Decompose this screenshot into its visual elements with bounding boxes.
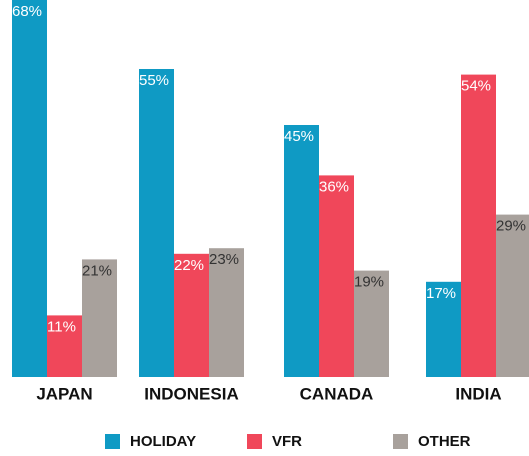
legend-label: HOLIDAY — [130, 433, 196, 450]
bar — [319, 175, 354, 377]
bar — [461, 74, 496, 377]
value-label: 55% — [139, 72, 169, 89]
value-label: 22% — [174, 257, 204, 274]
value-label: 17% — [426, 285, 456, 302]
legend-swatch — [393, 434, 408, 449]
bar — [426, 281, 461, 377]
value-label: 68% — [12, 3, 42, 20]
legend-swatch — [105, 434, 120, 449]
bar — [82, 259, 117, 377]
value-label: 21% — [82, 262, 112, 279]
category-label: JAPAN — [36, 384, 92, 403]
bar — [284, 125, 319, 377]
legend-swatch — [247, 434, 262, 449]
bar — [139, 69, 174, 377]
bar — [47, 315, 82, 377]
bar — [209, 248, 244, 377]
value-label: 19% — [354, 274, 384, 291]
bar — [496, 214, 529, 377]
value-label: 11% — [47, 318, 76, 335]
category-label: INDONESIA — [144, 384, 238, 403]
value-label: 36% — [319, 178, 349, 195]
value-label: 23% — [209, 251, 239, 268]
legend-label: OTHER — [418, 433, 471, 450]
value-label: 29% — [496, 218, 526, 235]
category-label: CANADA — [300, 384, 374, 403]
category-label: INDIA — [455, 384, 501, 403]
value-label: 45% — [284, 128, 314, 145]
bar — [12, 0, 47, 377]
legend-label: VFR — [272, 433, 302, 450]
bar — [354, 270, 389, 377]
value-label: 54% — [461, 78, 491, 95]
bar — [174, 253, 209, 377]
